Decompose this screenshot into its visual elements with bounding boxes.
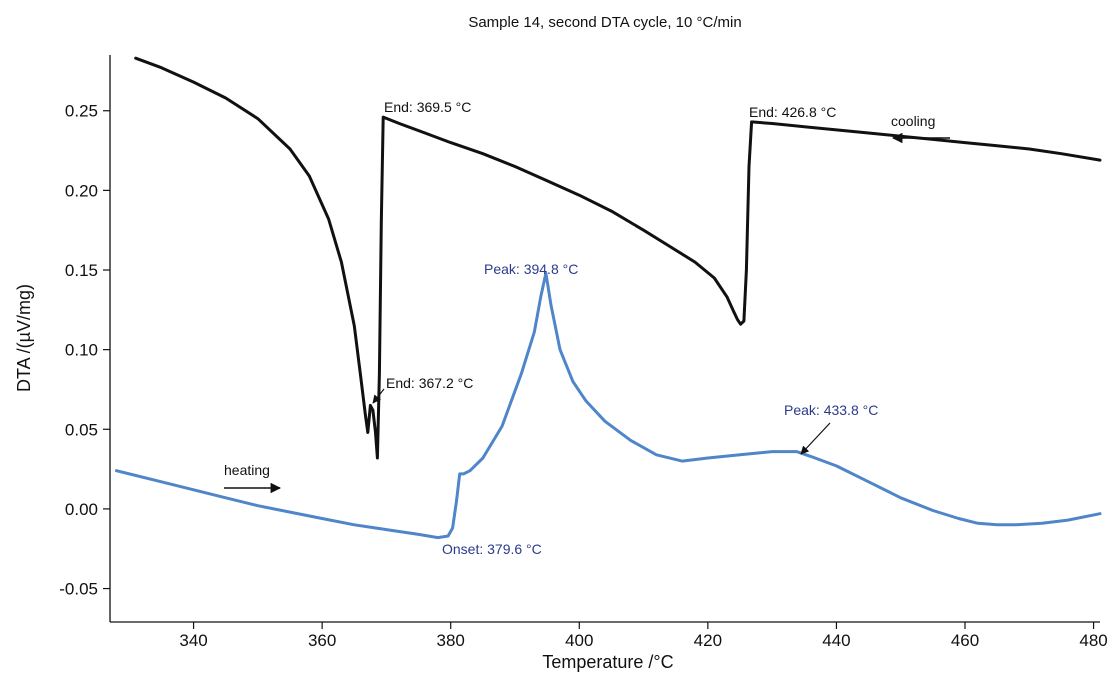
chart-title: Sample 14, second DTA cycle, 10 °C/min bbox=[468, 14, 741, 31]
cool-end-2-label: End: 426.8 °C bbox=[749, 104, 836, 120]
x-tick-label: 420 bbox=[694, 631, 722, 650]
cool-end-3-arrow bbox=[372, 388, 385, 404]
x-axis-title: Temperature /°C bbox=[542, 652, 673, 672]
cooling-curve bbox=[134, 56, 1102, 460]
y-axis-ticks: -0.05 0.00 0.05 0.10 0.15 0.20 0.25 bbox=[59, 102, 110, 599]
y-tick-label: 0.00 bbox=[65, 500, 98, 519]
heat-peak-2-label: Peak: 433.8 °C bbox=[784, 402, 878, 418]
x-tick-label: 380 bbox=[437, 631, 465, 650]
cooling-label: cooling bbox=[891, 113, 935, 129]
heat-peak-2-arrow bbox=[800, 422, 831, 455]
heating-curve bbox=[114, 271, 1102, 540]
y-axis-title: DTA /(µV/mg) bbox=[14, 284, 34, 392]
y-tick-label: 0.20 bbox=[65, 181, 98, 200]
cool-end-3-label: End: 367.2 °C bbox=[386, 375, 473, 391]
x-tick-label: 360 bbox=[308, 631, 336, 650]
heat-onset-label: Onset: 379.6 °C bbox=[442, 541, 542, 557]
series-layer bbox=[114, 56, 1102, 540]
annotations: End: 369.5 °C End: 426.8 °C End: 367.2 °… bbox=[224, 99, 950, 557]
y-tick-label: -0.05 bbox=[59, 580, 98, 599]
plot-frame bbox=[109, 55, 1100, 623]
x-tick-label: 340 bbox=[179, 631, 207, 650]
x-tick-label: 480 bbox=[1079, 631, 1107, 650]
y-tick-label: 0.25 bbox=[65, 102, 98, 121]
heat-peak-1-label: Peak: 394.8 °C bbox=[484, 261, 578, 277]
x-axis-ticks: 340 360 380 400 420 440 460 480 bbox=[179, 622, 1108, 650]
x-tick-label: 400 bbox=[565, 631, 593, 650]
x-tick-label: 460 bbox=[951, 631, 979, 650]
cool-end-1-label: End: 369.5 °C bbox=[384, 99, 471, 115]
heating-label: heating bbox=[224, 462, 270, 478]
x-tick-label: 440 bbox=[822, 631, 850, 650]
y-tick-label: 0.05 bbox=[65, 420, 98, 439]
y-tick-label: 0.15 bbox=[65, 261, 98, 280]
y-tick-label: 0.10 bbox=[65, 341, 98, 360]
